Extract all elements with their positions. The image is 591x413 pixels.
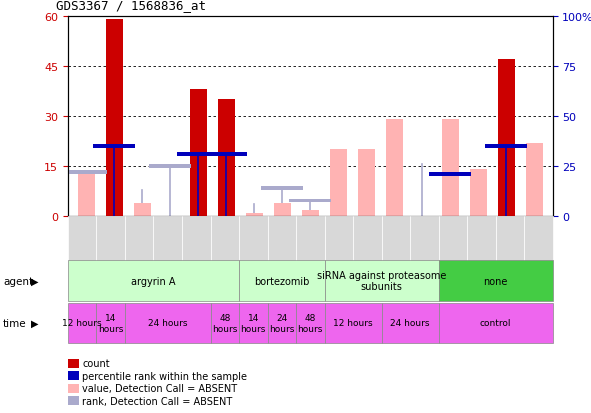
- Text: 24
hours: 24 hours: [269, 313, 294, 333]
- Bar: [93, 145, 135, 148]
- Text: time: time: [3, 318, 27, 328]
- Bar: [498, 60, 515, 217]
- Text: 14
hours: 14 hours: [98, 313, 124, 333]
- Bar: [526, 143, 543, 217]
- Text: GDS3367 / 1568836_at: GDS3367 / 1568836_at: [56, 0, 206, 12]
- Text: agent: agent: [3, 276, 33, 286]
- Bar: [78, 173, 95, 217]
- Bar: [190, 90, 207, 217]
- Bar: [470, 170, 487, 217]
- Bar: [274, 204, 291, 217]
- Bar: [442, 120, 459, 217]
- Bar: [205, 153, 247, 157]
- Text: 24 hours: 24 hours: [390, 319, 430, 328]
- Text: count: count: [82, 358, 110, 368]
- Text: none: none: [483, 276, 508, 286]
- Bar: [177, 153, 219, 157]
- Bar: [246, 214, 262, 217]
- Bar: [485, 145, 527, 148]
- Text: 14
hours: 14 hours: [241, 313, 266, 333]
- Text: 12 hours: 12 hours: [333, 319, 373, 328]
- Text: ▶: ▶: [31, 276, 38, 286]
- Bar: [386, 120, 402, 217]
- Text: percentile rank within the sample: percentile rank within the sample: [82, 371, 247, 381]
- Bar: [134, 204, 151, 217]
- Bar: [261, 187, 303, 190]
- Text: 48
hours: 48 hours: [212, 313, 238, 333]
- Bar: [218, 100, 235, 217]
- Text: bortezomib: bortezomib: [254, 276, 310, 286]
- Text: argyrin A: argyrin A: [131, 276, 176, 286]
- Bar: [302, 210, 319, 217]
- Text: rank, Detection Call = ABSENT: rank, Detection Call = ABSENT: [82, 396, 232, 406]
- Text: ▶: ▶: [31, 318, 38, 328]
- Text: control: control: [480, 319, 511, 328]
- Bar: [358, 150, 375, 217]
- Bar: [289, 199, 332, 202]
- Text: 24 hours: 24 hours: [148, 319, 187, 328]
- Bar: [330, 150, 347, 217]
- Bar: [149, 165, 191, 169]
- Bar: [65, 171, 107, 175]
- Text: 12 hours: 12 hours: [63, 319, 102, 328]
- Text: siRNA against proteasome
subunits: siRNA against proteasome subunits: [317, 270, 446, 292]
- Bar: [429, 173, 472, 176]
- Bar: [106, 20, 122, 217]
- Text: value, Detection Call = ABSENT: value, Detection Call = ABSENT: [82, 383, 237, 393]
- Text: 48
hours: 48 hours: [298, 313, 323, 333]
